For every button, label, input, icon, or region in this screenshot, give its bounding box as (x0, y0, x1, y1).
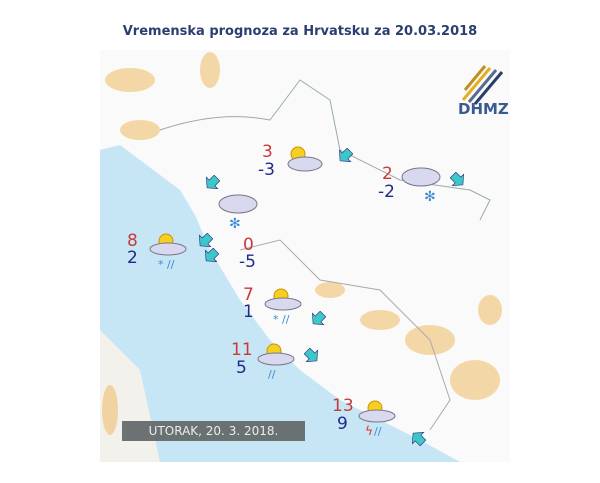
gospic-min-temp: -5 (239, 252, 256, 272)
zagreb-min-temp: -3 (258, 160, 275, 180)
partly-cloudy-rain-icon: // (257, 343, 295, 381)
wind-arrow-southwest-icon (334, 148, 353, 167)
svg-text:* //: * // (273, 313, 290, 326)
osijek-max-temp: 2 (382, 164, 393, 184)
dubrovnik-max-temp: 13 (332, 396, 354, 416)
wind-arrow-southwest-icon (201, 175, 220, 194)
zagreb-max-temp: 3 (262, 142, 273, 162)
wind-arrow-southwest-icon (200, 248, 219, 267)
adriatic-sea (100, 145, 460, 462)
page-title: Vremenska prognoza za Hrvatsku za 20.03.… (122, 24, 478, 39)
partly-cloudy-icon (287, 146, 323, 172)
date-label: UTORAK, 20. 3. 2018. (122, 421, 305, 441)
svg-text://: // (268, 368, 276, 381)
svg-text://: // (374, 425, 382, 438)
cloudy-snow-icon: ✻ (401, 167, 441, 205)
svg-text:ϟ: ϟ (365, 424, 373, 438)
partly-cloudy-sleet-icon: * // (264, 288, 302, 326)
dubrovnik-min-temp: 9 (337, 414, 348, 434)
weather-map (100, 50, 510, 462)
wind-arrow-southeast-icon (450, 172, 469, 191)
partly-cloudy-sleet-icon: * // (149, 233, 187, 271)
split-min-temp: 5 (236, 358, 247, 378)
svg-text:* //: * // (158, 258, 175, 271)
gospic-max-temp: 0 (243, 235, 254, 255)
partly-cloudy-thunderstorm-icon: ϟ// (358, 400, 396, 438)
wind-arrow-southwest-icon (307, 311, 326, 330)
zadar-max-temp: 7 (243, 285, 254, 305)
svg-text:✻: ✻ (424, 189, 436, 205)
wind-arrow-northwest-icon (407, 427, 426, 446)
svg-text:✻: ✻ (229, 216, 241, 232)
rijeka-min-temp: 2 (127, 248, 138, 268)
rijeka-max-temp: 8 (127, 231, 138, 251)
zadar-min-temp: 1 (243, 302, 254, 322)
dhmz-logo-text: DHMZ (458, 100, 509, 118)
wind-arrow-southeast-icon (304, 348, 323, 367)
osijek-min-temp: -2 (378, 182, 395, 202)
cloudy-snow-icon: ✻ (218, 194, 258, 232)
split-max-temp: 11 (231, 340, 253, 360)
dhmz-logo-icon (461, 65, 504, 105)
